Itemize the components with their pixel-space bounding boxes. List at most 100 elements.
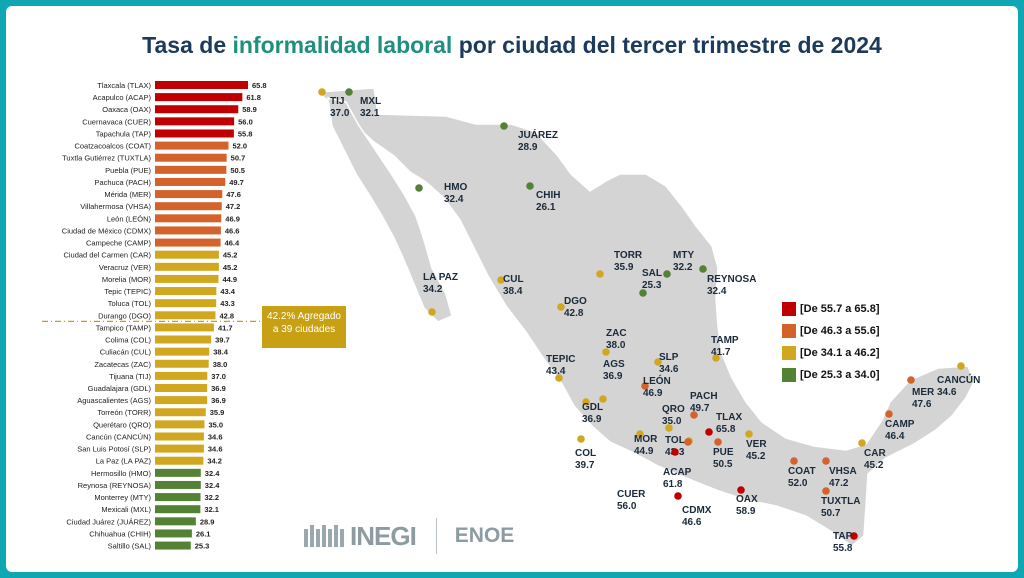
map-city-value: 34.6 [937,387,957,398]
map-city-code: CDMX [682,505,712,516]
bar [155,493,201,502]
map-city-value: 58.9 [736,506,756,517]
bar-value-label: 32.4 [205,469,220,478]
map-city-value: 47.6 [912,399,932,410]
bar-category-label: Villahermosa (VHSA) [80,202,151,211]
map-city-value: 43.4 [546,366,566,377]
map-city-code: OAX [736,494,758,505]
bar-value-label: 58.9 [242,105,257,114]
map-city-value: 38.4 [503,286,523,297]
bar-value-label: 55.8 [238,129,253,138]
bar [155,347,210,356]
bar-category-label: Durango (DGO) [98,311,151,320]
map-city-value: 55.8 [833,543,853,554]
map-city-value: 46.4 [885,431,905,442]
map-city-value: 26.1 [536,202,556,213]
bar-category-label: Aguascalientes (AGS) [77,396,151,405]
bar-category-label: Oaxaca (OAX) [102,105,151,114]
bar [155,408,206,417]
map-city-marker [500,122,508,130]
bar-value-label: 45.2 [223,263,238,272]
map-city-marker [415,184,423,192]
bar [155,335,212,344]
bar-value-label: 35.9 [210,408,225,417]
map-city-marker [745,430,753,438]
aggregate-line1: 42.2% Agregado [267,311,341,322]
bar-category-label: Tapachula (TAP) [96,129,152,138]
bar-category-label: Chihuahua (CHIH) [89,529,151,538]
map-city-value: 50.5 [713,459,733,470]
bar-category-label: Pachuca (PACH) [94,178,151,187]
map-city-code: MXL [360,96,381,107]
map-city-marker [639,289,647,297]
legend-swatch [782,368,796,382]
map-city-value: 25.3 [642,280,662,291]
map-city-code: GDL [582,402,603,413]
bar-category-label: Acapulco (ACAP) [93,93,152,102]
map-city-marker [684,438,692,446]
bar-value-label: 38.0 [213,360,228,369]
map-city-value: 46.6 [682,517,702,528]
map-city-code: COL [575,448,596,459]
map-city-marker [526,182,534,190]
bar [155,202,222,211]
slide: Tasa de informalidad laboral por ciudad … [6,6,1018,572]
bar-category-label: Cancún (CANCÚN) [86,432,152,441]
bar [155,129,234,138]
map-city-value: 65.8 [716,424,736,435]
map-city-value: 32.2 [673,262,693,273]
bar-category-label: Hermosillo (HMO) [91,469,152,478]
map-city-code: CUL [503,274,524,285]
bar-value-label: 65.8 [252,81,267,90]
map-city-marker [555,374,563,382]
bar-value-label: 43.3 [220,299,235,308]
bar [155,456,204,465]
legend-label: [De 46.3 a 55.6] [800,325,880,337]
map-city-marker [737,486,745,494]
map-city-marker [690,411,698,419]
legend: [De 55.7 a 65.8] [De 46.3 a 55.6] [De 34… [782,298,880,386]
bar [155,190,223,199]
bar [155,420,205,429]
map-city-marker [957,362,965,370]
mexico-mainland-shape [316,87,975,547]
bar [155,214,222,223]
map-city-marker [822,457,830,465]
bar-value-label: 46.9 [225,214,240,223]
map-city-value: 35.0 [662,416,682,427]
map-city-code: DGO [564,296,587,307]
map-city-marker [636,430,644,438]
map-city-marker [674,492,682,500]
legend-label: [De 25.3 a 34.0] [800,369,880,381]
map-city-marker [712,354,720,362]
bar-value-label: 43.4 [220,287,235,296]
bar-category-label: Reynosa (REYNOSA) [78,481,152,490]
bar [155,468,201,477]
bar-category-label: Toluca (TOL) [108,299,152,308]
bar-value-label: 32.4 [205,481,220,490]
map-city-marker [699,265,707,273]
bar-category-label: Ciudad Juárez (JUÁREZ) [66,517,151,526]
bar-category-label: Guadalajara (GDL) [88,384,152,393]
bar-category-label: Morelia (MOR) [102,275,152,284]
map-city-marker [641,382,649,390]
bar [155,517,196,526]
map-city-code: ACAP [663,467,692,478]
map-city-code: PACH [690,391,718,402]
bar [155,432,204,441]
map-city-code: CANCÚN [937,373,980,386]
map-city-marker [790,457,798,465]
map-city-code: SLP [659,352,679,363]
map-city-value: 34.6 [659,364,679,375]
bar [155,238,221,247]
map-city-value: 37.0 [330,108,350,119]
title-highlight: informalidad laboral [232,32,453,58]
legend-swatch [782,324,796,338]
map-city-code: MOR [634,434,658,445]
bar-value-label: 46.6 [225,226,240,235]
bar [155,81,248,89]
map-city-value: 36.9 [582,414,602,425]
map-city-code: TUXTLA [821,496,860,507]
map-city-value: 45.2 [746,451,766,462]
